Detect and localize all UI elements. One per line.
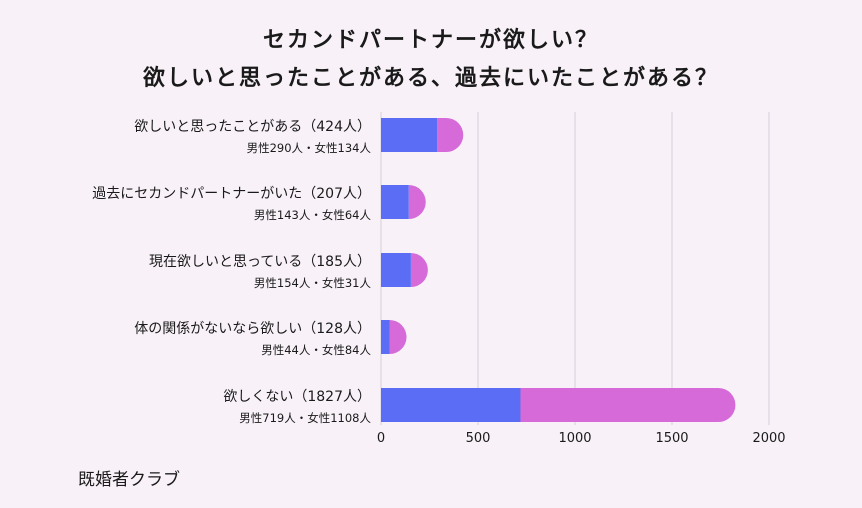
chart-title-line-2: 欲しいと思ったことがある、過去にいたことがある？ xyxy=(142,66,719,91)
category-sublabel-1: 男性290人・女性134人 xyxy=(247,141,372,155)
category-label-5: 欲しくない（1827人） xyxy=(223,389,371,405)
category-sublabel-3: 男性154人・女性31人 xyxy=(254,276,372,290)
x-tick-label-2000: 2000 xyxy=(752,431,785,446)
category-label-2: 過去にセカンドパートナーがいた（207人） xyxy=(92,186,371,202)
bar-female-5 xyxy=(520,388,736,422)
bar-male-5 xyxy=(381,388,521,422)
category-sublabel-5: 男性719人・女性1108人 xyxy=(239,411,371,425)
category-label-1: 欲しいと思ったことがある（424人） xyxy=(134,119,371,135)
bar-male-2 xyxy=(381,185,409,219)
x-tick-label-500: 500 xyxy=(466,431,491,446)
category-label-4: 体の関係がないなら欲しい（128人） xyxy=(134,321,371,337)
bar-male-1 xyxy=(381,118,438,152)
bar-female-1 xyxy=(437,118,464,152)
x-tick-label-1000: 1000 xyxy=(558,431,591,446)
x-tick-label-0: 0 xyxy=(377,431,385,446)
category-sublabel-2: 男性143人・女性64人 xyxy=(254,208,372,222)
source-credit: 既婚者クラブ xyxy=(78,470,180,490)
category-sublabel-4: 男性44人・女性84人 xyxy=(261,343,371,357)
bar-male-4 xyxy=(381,320,390,354)
x-tick-label-1500: 1500 xyxy=(655,431,688,446)
bar-female-2 xyxy=(408,185,426,219)
chart-title-line-1: セカンドパートナーが欲しい？ xyxy=(262,28,599,53)
bar-female-4 xyxy=(389,320,407,354)
bar-male-3 xyxy=(381,253,411,287)
category-label-3: 現在欲しいと思っている（185人） xyxy=(149,254,371,270)
bar-female-3 xyxy=(410,253,428,287)
